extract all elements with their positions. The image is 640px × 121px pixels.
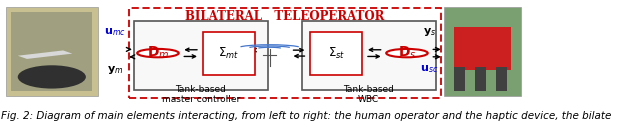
Bar: [454, 27, 511, 70]
Bar: [134, 21, 268, 90]
Bar: [202, 32, 255, 75]
Bar: [302, 21, 436, 90]
Bar: [11, 12, 92, 91]
Text: BILATERAL   TELEOPERATOR: BILATERAL TELEOPERATOR: [186, 10, 385, 23]
Text: Tank-based
WBC: Tank-based WBC: [343, 85, 394, 104]
Ellipse shape: [18, 65, 86, 89]
Text: $\mathbf{u}_{sc}$: $\mathbf{u}_{sc}$: [420, 64, 438, 75]
Bar: [496, 67, 507, 91]
Text: $\mathbf{D}_m$: $\mathbf{D}_m$: [147, 45, 169, 61]
Circle shape: [137, 49, 179, 57]
Bar: [310, 32, 362, 75]
Text: $\Sigma_{st}$: $\Sigma_{st}$: [328, 46, 345, 61]
Text: $\mathbf{D}_s$: $\mathbf{D}_s$: [397, 45, 416, 61]
Bar: [454, 67, 465, 91]
Bar: [475, 67, 486, 91]
Text: $\Sigma_{mt}$: $\Sigma_{mt}$: [218, 46, 239, 61]
Text: Tank-based
master controller: Tank-based master controller: [162, 85, 240, 104]
Text: $\mathbf{y}_{s}$: $\mathbf{y}_{s}$: [423, 26, 436, 38]
Bar: [129, 8, 441, 98]
Bar: [444, 7, 521, 96]
Bar: [6, 7, 98, 96]
Circle shape: [386, 49, 428, 57]
Text: $\mathbf{y}_{m}$: $\mathbf{y}_{m}$: [107, 64, 123, 76]
Text: Fig. 2: Diagram of main elements interacting, from left to right: the human oper: Fig. 2: Diagram of main elements interac…: [1, 111, 611, 121]
Text: $\mathbf{u}_{mc}$: $\mathbf{u}_{mc}$: [104, 27, 126, 38]
Bar: [18, 50, 72, 59]
